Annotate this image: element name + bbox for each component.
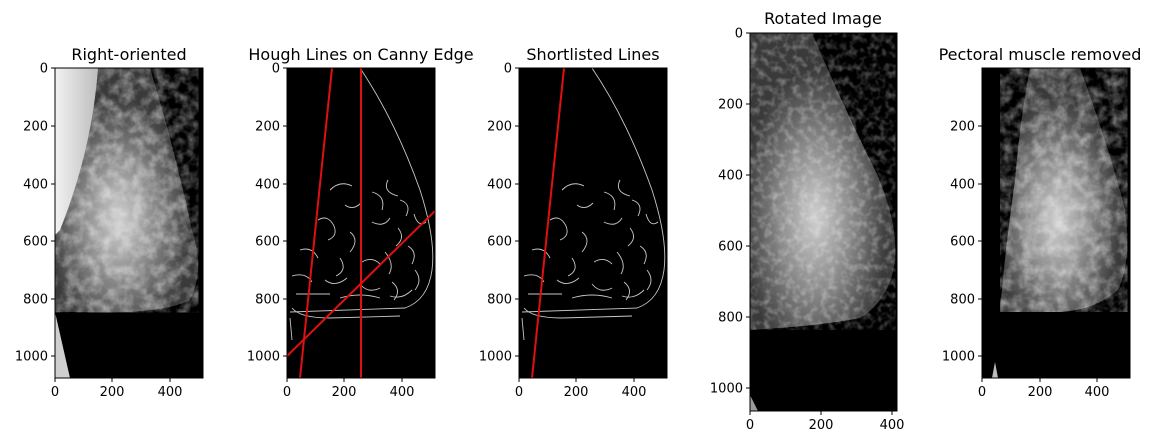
x-tick-label: 0 [51,385,59,400]
mammogram-right-oriented-image [55,68,203,378]
panel-title: Right-oriented [71,45,186,64]
canny-edge-image [287,68,435,378]
x-tick-label: 200 [809,418,834,433]
y-tick-label: 800 [255,293,280,308]
hough-line-pectoral [299,68,333,378]
y-tick-label: 400 [23,178,48,193]
x-tick-label: 200 [564,385,589,400]
axis-ticks: 0 200 400 0 200 400 600 800 1000 0 200 400 0 200 400 60… [15,27,1110,434]
shortlisted-line [531,68,565,378]
hough-lines [287,68,435,378]
y-tick-label: 600 [950,235,975,250]
y-tick-label: 200 [255,120,280,135]
y-tick-label: 400 [487,178,512,193]
y-tick-label: 800 [23,293,48,308]
mammogram-rotated-image [750,33,897,411]
x-tick-label: 0 [978,385,986,400]
y-tick-label: 0 [40,62,48,77]
panel-title: Pectoral muscle removed [939,45,1142,64]
y-tick-label: 400 [255,178,280,193]
panel-pectoral-removed: Pectoral muscle removed [939,45,1142,379]
panel-title: Hough Lines on Canny Edge [248,45,473,64]
y-tick-label: 0 [504,62,512,77]
panel-right-oriented: Right-oriented [54,45,204,379]
x-tick-label: 400 [880,418,905,433]
x-tick-label: 0 [746,418,754,433]
axes-frame [749,32,898,412]
y-tick-label: 200 [23,120,48,135]
canny-edges [289,68,434,341]
panel-hough-lines: Hough Lines on Canny Edge [248,45,474,379]
y-tick-label: 0 [735,27,743,42]
y-tick-label: 200 [718,98,743,113]
panel-title: Rotated Image [764,9,882,28]
x-tick-label: 200 [332,385,357,400]
y-tick-label: 800 [487,293,512,308]
canny-edge-image [519,68,667,378]
y-tick-label: 1000 [15,350,48,365]
canny-edges [521,68,666,341]
y-tick-label: 600 [255,235,280,250]
hough-line-diagonal [287,210,435,357]
axes-frame [286,67,436,379]
y-tick-label: 1000 [247,350,280,365]
y-tick-label: 600 [23,235,48,250]
y-tick-label: 200 [950,120,975,135]
y-tick-label: 400 [950,178,975,193]
panel-title: Shortlisted Lines [526,45,659,64]
y-tick-label: 200 [487,120,512,135]
x-tick-label: 400 [390,385,415,400]
y-tick-label: 1000 [479,350,512,365]
mammogram-pectoral-removed-image [982,68,1130,378]
x-tick-label: 0 [515,385,523,400]
y-tick-label: 1000 [710,382,743,397]
y-tick-label: 1000 [942,350,975,365]
axes-frame [54,67,204,379]
axes-frame [981,67,1131,379]
x-tick-label: 400 [1085,385,1110,400]
x-tick-label: 0 [283,385,291,400]
y-tick-label: 600 [718,240,743,255]
y-tick-label: 800 [950,293,975,308]
x-tick-label: 400 [158,385,183,400]
y-tick-label: 0 [272,62,280,77]
x-tick-label: 200 [1028,385,1053,400]
y-tick-label: 800 [718,311,743,326]
panel-shortlisted-lines: Shortlisted Lines [518,45,668,379]
x-tick-label: 200 [100,385,125,400]
axes-frame [518,67,668,379]
x-tick-label: 400 [622,385,647,400]
panel-rotated-image: Rotated Image [749,9,898,412]
y-tick-label: 600 [487,235,512,250]
y-tick-label: 400 [718,169,743,184]
